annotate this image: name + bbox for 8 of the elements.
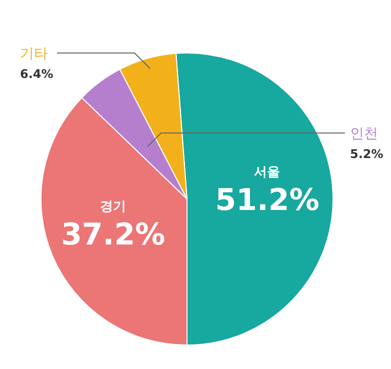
slice-label: 기타: [20, 46, 48, 62]
slice-label: 인천: [350, 126, 378, 142]
slice-label: 경기: [100, 199, 126, 214]
slice-label: 서울: [254, 164, 280, 180]
data-label: 37.2%: [61, 217, 166, 252]
data-label: 51.2%: [215, 182, 320, 218]
data-label: 6.4%: [20, 67, 54, 81]
data-label: 5.2%: [350, 147, 384, 161]
